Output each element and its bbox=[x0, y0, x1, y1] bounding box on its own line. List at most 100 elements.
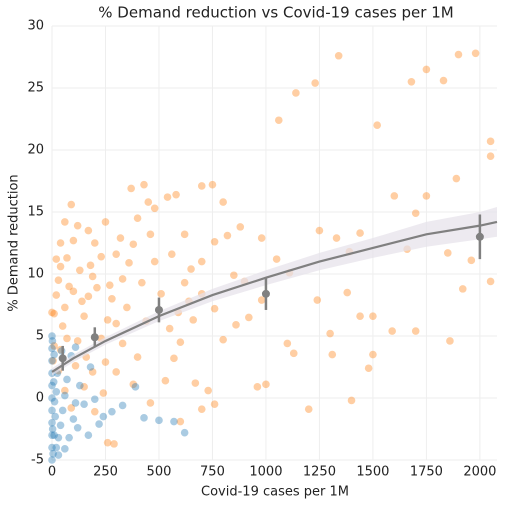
scatter-point bbox=[369, 350, 377, 359]
scatter-point bbox=[454, 50, 463, 59]
scatter-point bbox=[364, 364, 373, 373]
scatter-point bbox=[452, 174, 461, 183]
scatter-point bbox=[97, 252, 106, 261]
scatter-point bbox=[356, 312, 364, 320]
scatter-point bbox=[61, 391, 69, 400]
scatter-point bbox=[118, 401, 127, 410]
x-tick-label: 500 bbox=[147, 465, 172, 480]
scatter-point bbox=[93, 283, 101, 292]
y-tick-label: 25 bbox=[27, 81, 44, 96]
y-tick-label: -5 bbox=[31, 453, 44, 468]
scatter-point bbox=[118, 339, 127, 348]
scatter-point bbox=[208, 180, 217, 189]
scatter-point bbox=[48, 381, 56, 390]
scatter-point bbox=[71, 343, 80, 351]
x-tick-label: 1750 bbox=[410, 465, 443, 480]
scatter-point bbox=[388, 327, 396, 335]
scatter-point bbox=[446, 337, 454, 345]
scatter-point bbox=[411, 327, 420, 335]
scatter-point bbox=[58, 406, 67, 415]
scatter-point bbox=[54, 276, 63, 285]
y-axis-label: % Demand reduction bbox=[7, 174, 22, 311]
scatter-point bbox=[88, 272, 97, 281]
scatter-point bbox=[123, 303, 131, 312]
scatter-point bbox=[131, 383, 140, 391]
scatter-point bbox=[197, 405, 206, 413]
scatter-point bbox=[80, 383, 88, 391]
scatter-point bbox=[210, 304, 219, 313]
scatter-point bbox=[52, 388, 61, 396]
scatter-point bbox=[50, 350, 58, 359]
binned-mean bbox=[90, 333, 99, 342]
scatter-point bbox=[471, 49, 480, 58]
scatter-point bbox=[125, 259, 133, 267]
scatter-point bbox=[262, 380, 270, 389]
scatter-point bbox=[51, 412, 60, 421]
x-tick-label: 1500 bbox=[356, 465, 389, 480]
scatter-point bbox=[292, 89, 300, 97]
scatter-point bbox=[180, 230, 189, 239]
scatter-point bbox=[257, 296, 266, 304]
scatter-point bbox=[105, 281, 114, 289]
scatter-point bbox=[133, 214, 142, 222]
scatter-point bbox=[48, 332, 56, 340]
scatter-point bbox=[50, 342, 58, 350]
scatter-point bbox=[61, 386, 69, 395]
confidence-band bbox=[52, 207, 497, 376]
scatter-point bbox=[84, 292, 93, 301]
scatter-point bbox=[49, 378, 58, 386]
y-tick-label: 30 bbox=[27, 19, 44, 34]
scatter-point bbox=[76, 381, 84, 390]
scatter-point bbox=[48, 425, 57, 433]
scatter-point bbox=[50, 309, 58, 318]
scatter-point bbox=[140, 414, 148, 422]
scatter-point bbox=[56, 421, 65, 430]
y-tick-label: 15 bbox=[27, 205, 44, 220]
scatter-point bbox=[168, 250, 176, 258]
scatter-point bbox=[343, 288, 352, 297]
scatter-point bbox=[90, 407, 99, 416]
x-tick-label: 250 bbox=[93, 465, 118, 480]
y-tick-label: 0 bbox=[36, 391, 44, 406]
scatter-point bbox=[140, 180, 148, 189]
scatter-point bbox=[112, 368, 120, 376]
scatter-point bbox=[103, 438, 112, 447]
scatter-point bbox=[69, 287, 78, 296]
scatter-point bbox=[165, 324, 174, 333]
scatter-point bbox=[146, 230, 155, 239]
scatter-point bbox=[101, 218, 110, 226]
scatter-point bbox=[356, 229, 364, 237]
scatter-point bbox=[86, 261, 95, 270]
scatter-point bbox=[328, 350, 337, 359]
scatter-point bbox=[61, 445, 69, 453]
scatter-point bbox=[161, 376, 170, 385]
binned-mean bbox=[58, 354, 67, 363]
x-tick-label: 750 bbox=[200, 465, 225, 480]
scatter-point bbox=[110, 440, 118, 448]
x-tick-label: 1250 bbox=[303, 465, 336, 480]
scatter-point bbox=[48, 308, 56, 317]
chart-title: % Demand reduction vs Covid-19 cases per… bbox=[98, 4, 453, 22]
binned-mean bbox=[261, 289, 270, 298]
scatter-point bbox=[95, 420, 103, 428]
scatter-point bbox=[373, 121, 381, 129]
scatter-point bbox=[101, 358, 110, 366]
scatter-point bbox=[90, 239, 99, 247]
scatter-point bbox=[50, 431, 58, 440]
scatter-point bbox=[274, 116, 283, 125]
scatter-point bbox=[170, 354, 178, 363]
scatter-point bbox=[439, 76, 448, 85]
scatter-point bbox=[48, 419, 56, 427]
scatter-point bbox=[54, 451, 63, 459]
scatter-point bbox=[86, 363, 95, 371]
scatter-point bbox=[486, 137, 495, 146]
scatter-point bbox=[58, 322, 67, 330]
scatter-point bbox=[108, 295, 116, 303]
scatter-point bbox=[232, 321, 240, 329]
scatter-point bbox=[144, 198, 153, 206]
scatter-point bbox=[189, 316, 198, 324]
scatter-point bbox=[52, 443, 61, 452]
scatter-point bbox=[103, 316, 112, 324]
scatter-point bbox=[163, 193, 172, 201]
